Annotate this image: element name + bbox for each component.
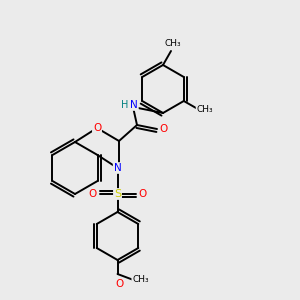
Text: O: O bbox=[93, 123, 101, 133]
Text: H: H bbox=[121, 100, 129, 110]
Text: O: O bbox=[159, 124, 167, 134]
Text: O: O bbox=[116, 279, 124, 289]
Text: CH₃: CH₃ bbox=[165, 38, 181, 47]
Text: CH₃: CH₃ bbox=[132, 275, 149, 284]
Text: O: O bbox=[138, 189, 147, 199]
Text: CH₃: CH₃ bbox=[196, 106, 213, 115]
Text: S: S bbox=[114, 189, 121, 199]
Text: O: O bbox=[88, 189, 97, 199]
Text: N: N bbox=[130, 100, 138, 110]
Text: N: N bbox=[114, 163, 122, 173]
